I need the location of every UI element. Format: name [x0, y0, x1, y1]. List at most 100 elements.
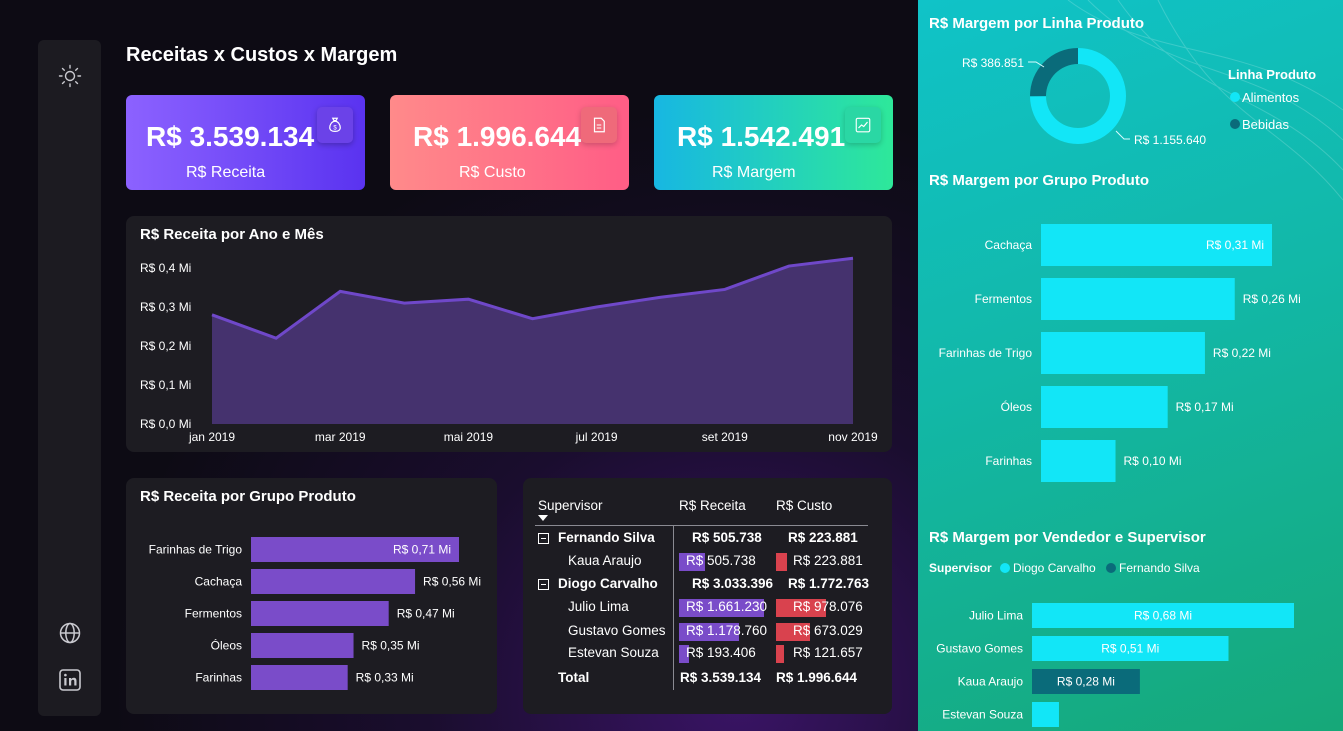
table-total-custo: R$ 1.996.644	[776, 670, 858, 685]
y-tick-label: R$ 0,0 Mi	[140, 417, 191, 431]
y-tick-label: R$ 0,1 Mi	[140, 378, 191, 392]
kpi-receita-value: R$ 3.539.134	[146, 121, 315, 152]
legend-item: Alimentos	[1242, 90, 1300, 105]
leader-line	[1115, 130, 1130, 140]
kpi-margem-card: R$ 1.542.491 R$ Margem	[654, 95, 893, 190]
data-label: R$ 0,71 Mi	[393, 543, 451, 557]
data-label: R$ 0,68 Mi	[1134, 609, 1192, 623]
x-tick-label: mai 2019	[444, 430, 494, 444]
donut-label-alimentos: R$ 1.155.640	[1134, 133, 1206, 147]
custo-databar	[776, 553, 788, 571]
x-tick-label: jul 2019	[575, 430, 618, 444]
margem-grupo-title: R$ Margem por Grupo Produto	[929, 172, 1150, 189]
table-receita-value: R$ 193.406	[686, 645, 756, 660]
receita-grupo-chart: Farinhas de Trigo R$ 0,71 Mi Cachaça R$ 0,5…	[149, 537, 481, 690]
table-header-supervisor[interactable]: Supervisor	[538, 498, 603, 513]
bar	[1041, 332, 1205, 374]
margem-linha-chart: R$ 1.155.640 R$ 386.851 Linha Produto Alime…	[962, 48, 1316, 147]
receita-databar	[679, 623, 740, 641]
data-label: R$ 0,10 Mi	[1124, 454, 1182, 468]
kpi-custo-value: R$ 1.996.644	[413, 121, 582, 152]
receita-grupo-panel: R$ Receita por Grupo Produto Farinhas de…	[126, 478, 497, 714]
kpi-margem-label: R$ Margem	[712, 164, 796, 181]
table-row-name: Kaua Araujo	[568, 553, 642, 568]
donut-slice-bebidas	[1030, 48, 1078, 97]
data-label: R$ 0,26 Mi	[1243, 292, 1301, 306]
custo-databar	[776, 623, 811, 641]
y-tick-label: R$ 0,2 Mi	[140, 339, 191, 353]
table-total-label: Total	[558, 670, 590, 685]
table-row-name: Estevan Souza	[568, 645, 659, 660]
bar	[251, 633, 354, 658]
table-col-divider	[673, 526, 674, 690]
custo-databar	[776, 599, 827, 617]
data-label: R$ 0,56 Mi	[423, 575, 481, 589]
table-header-receita[interactable]: R$ Receita	[679, 498, 746, 513]
table-row-name: Gustavo Gomes	[568, 623, 666, 638]
sun-icon[interactable]	[58, 64, 82, 88]
legend-title: Linha Produto	[1228, 67, 1316, 82]
category-label: Cachaça	[195, 575, 243, 589]
table-receita-value: R$ 1.178.760	[686, 623, 768, 638]
x-tick-label: mar 2019	[315, 430, 366, 444]
legend-swatch	[1230, 119, 1240, 129]
data-label: R$ 0,31 Mi	[1206, 238, 1264, 252]
legend-swatch	[1000, 563, 1010, 573]
linkedin-icon[interactable]	[58, 668, 82, 692]
receita-databar	[679, 645, 689, 663]
table-receita-value: R$ 3.033.396	[692, 576, 774, 591]
data-label: R$ 0,33 Mi	[356, 671, 414, 685]
data-label: R$ 0,17 Mi	[1176, 400, 1234, 414]
legend-swatch	[1230, 92, 1240, 102]
custo-databar	[776, 645, 784, 663]
margem-grupo-chart: Cachaça R$ 0,31 Mi Fermentos R$ 0,26 Mi Fari…	[939, 224, 1301, 482]
kpi-margem-value: R$ 1.542.491	[677, 121, 846, 152]
category-label: Farinhas	[985, 454, 1032, 468]
background-contours	[1067, 0, 1343, 201]
sort-desc-icon[interactable]	[538, 515, 548, 521]
x-tick-label: set 2019	[702, 430, 748, 444]
bar	[251, 665, 348, 690]
donut-slice-alimentos	[1030, 48, 1126, 145]
collapse-icon[interactable]	[538, 579, 549, 590]
area-line	[211, 256, 854, 340]
kpi-receita-label: R$ Receita	[186, 164, 266, 181]
globe-icon[interactable]	[58, 621, 82, 645]
category-label: Óleos	[211, 638, 242, 653]
table-header-divider	[535, 525, 868, 526]
bar	[1041, 440, 1116, 482]
x-tick-label: jan 2019	[188, 430, 235, 444]
receita-ano-mes-title: R$ Receita por Ano e Mês	[140, 226, 324, 243]
category-label: Farinhas	[195, 671, 242, 685]
y-tick-label: R$ 0,3 Mi	[140, 300, 191, 314]
table-receita-value: R$ 505.738	[692, 530, 762, 545]
donut-label-bebidas: R$ 386.851	[962, 56, 1024, 70]
bar	[1032, 702, 1059, 727]
receita-grupo-title: R$ Receita por Grupo Produto	[140, 488, 356, 505]
collapse-icon[interactable]	[538, 533, 549, 544]
category-label: Óleos	[1001, 399, 1032, 414]
table-custo-value: R$ 223.881	[793, 553, 863, 568]
table-custo-value: R$ 978.076	[793, 599, 863, 614]
bar	[1032, 669, 1140, 694]
svg-text:$: $	[333, 126, 337, 132]
table-header-custo[interactable]: R$ Custo	[776, 498, 833, 513]
legend-item: Fernando Silva	[1119, 561, 1200, 575]
legend-swatch	[1106, 563, 1116, 573]
table-group-name: Fernando Silva	[558, 530, 655, 545]
category-label: Estevan Souza	[942, 708, 1023, 722]
invoice-icon	[581, 107, 617, 143]
money-bag-icon: $	[317, 107, 353, 143]
category-label: Farinhas de Trigo	[149, 543, 243, 557]
data-label: R$ 0,28 Mi	[1057, 675, 1115, 689]
receita-databar	[679, 599, 764, 617]
category-label: Kaua Araujo	[958, 675, 1024, 689]
bar	[1041, 278, 1235, 320]
bar	[251, 537, 459, 562]
receita-ano-mes-chart: R$ 0,0 Mi R$ 0,1 Mi R$ 0,2 Mi R$ 0,3 Mi R$ 0…	[140, 256, 878, 444]
bar	[251, 601, 389, 626]
y-tick-label: R$ 0,4 Mi	[140, 261, 191, 275]
bar	[1032, 603, 1294, 628]
data-label: R$ 0,51 Mi	[1101, 642, 1159, 656]
sidebar	[38, 40, 101, 716]
